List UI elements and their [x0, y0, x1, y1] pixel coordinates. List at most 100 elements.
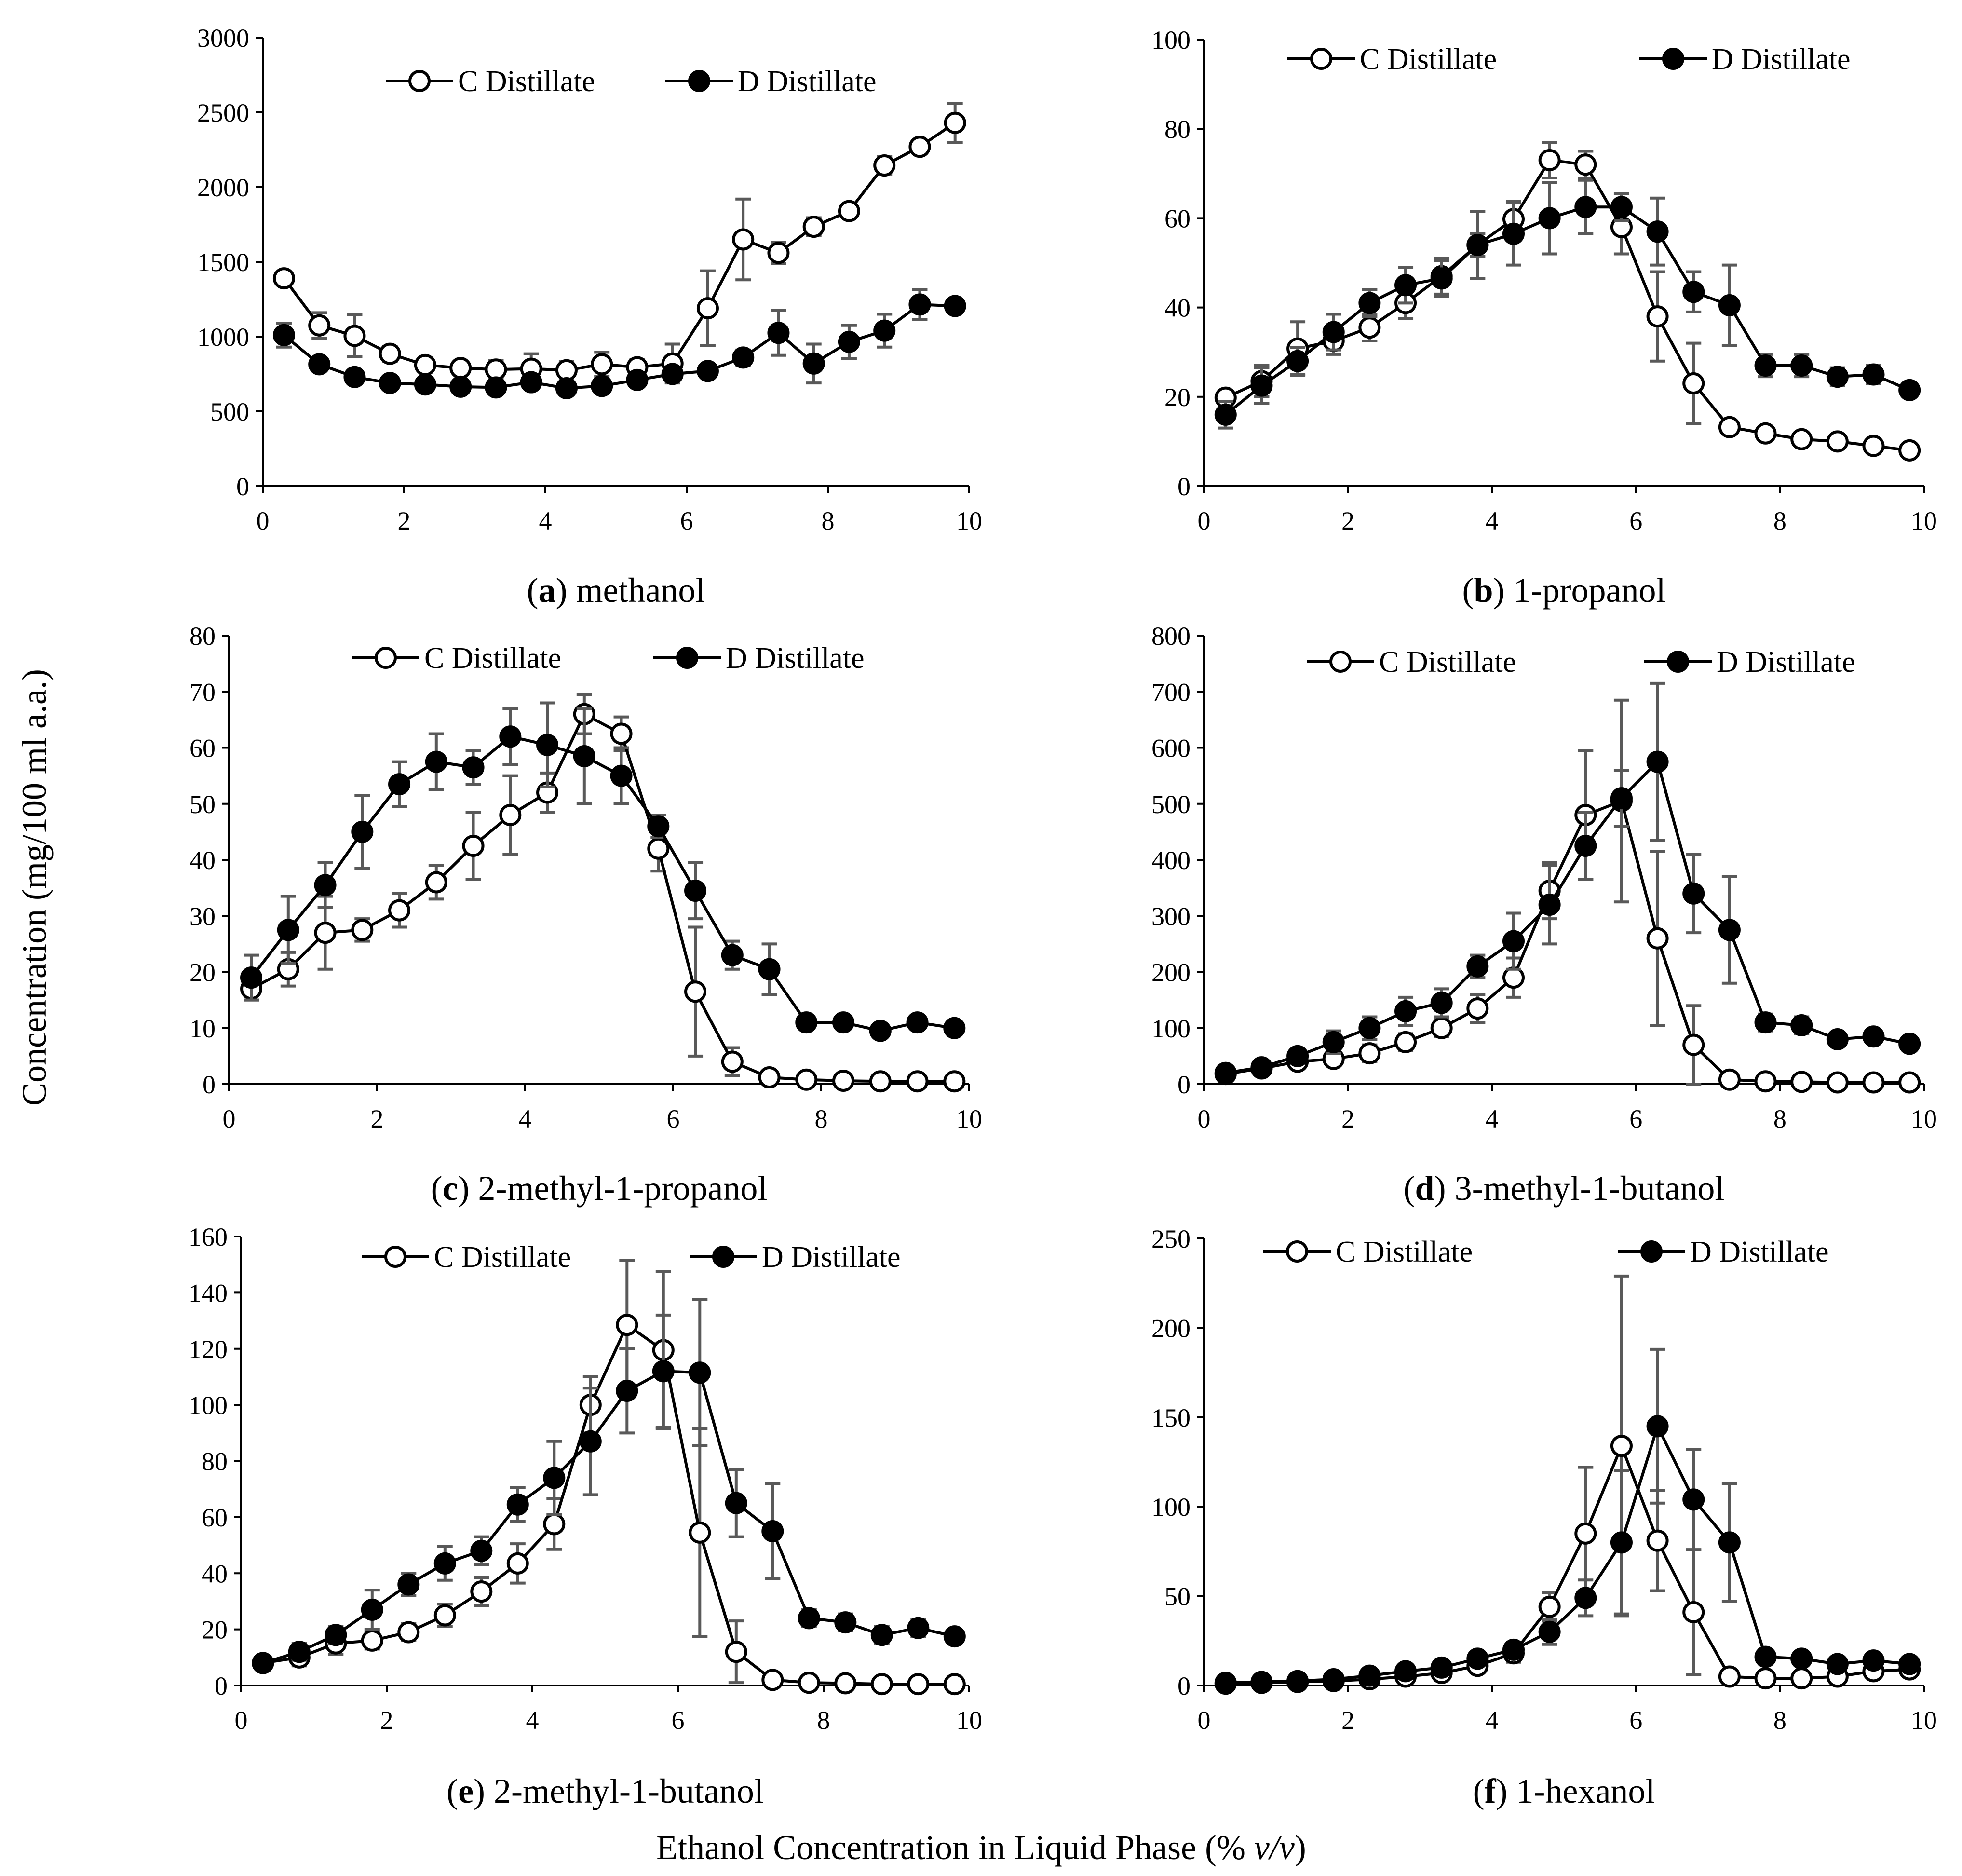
data-point: [1718, 1068, 1741, 1091]
legend-label: D Distillate: [1690, 1236, 1829, 1268]
data-point: [832, 1070, 855, 1092]
x-tick-label: 6: [672, 1706, 685, 1735]
y-tick-label: 50: [189, 790, 216, 819]
data-point: [1898, 1071, 1921, 1094]
y-tick-label: 500: [210, 397, 249, 426]
series-d-distillate: [1214, 178, 1921, 430]
data-point: [798, 1607, 820, 1630]
data-point: [1574, 153, 1597, 176]
data-point: [433, 1604, 456, 1627]
data-point: [943, 1625, 966, 1648]
x-tick-label: 4: [539, 506, 552, 535]
y-tick-label: 0: [1177, 1070, 1191, 1099]
x-tick-label: 4: [1486, 1104, 1499, 1133]
data-point: [1430, 1017, 1453, 1039]
data-point: [795, 1011, 818, 1034]
legend-marker: [688, 70, 710, 92]
y-tick-label: 700: [1151, 678, 1191, 707]
y-tick-label: 800: [1151, 622, 1191, 651]
data-point: [1538, 1595, 1561, 1618]
series-line: [1225, 158, 1910, 452]
data-point: [1790, 1667, 1813, 1690]
x-tick-label: 0: [1198, 506, 1211, 535]
x-tick-label: 2: [380, 1706, 393, 1735]
data-point: [1718, 294, 1741, 316]
y-axis-label: Concentration (mg/100 ml a.a.): [15, 669, 54, 1106]
data-point: [470, 1580, 493, 1603]
x-tick-label: 8: [1773, 1706, 1786, 1735]
y-tick-label: 300: [1151, 902, 1191, 931]
data-point: [732, 346, 755, 369]
x-tick-label: 0: [1198, 1706, 1211, 1735]
data-point: [1718, 1665, 1741, 1688]
data-point: [351, 820, 374, 843]
y-tick-label: 100: [1151, 1014, 1191, 1043]
data-point: [1682, 882, 1705, 905]
panel-caption: (f) 1-hexanol: [1473, 1772, 1655, 1810]
data-point: [1214, 1061, 1237, 1084]
data-point: [1718, 1531, 1741, 1554]
data-point: [725, 1492, 747, 1514]
data-point: [1574, 1522, 1597, 1545]
legend-label: D Distillate: [1712, 43, 1851, 76]
legend: C Distillate D Distillate: [1287, 43, 1851, 76]
data-point: [1466, 1647, 1489, 1670]
data-point: [579, 1430, 602, 1453]
data-point: [1898, 1653, 1921, 1675]
y-tick-label: 80: [1164, 115, 1191, 144]
legend-label: C Distillate: [1360, 43, 1497, 76]
data-point: [591, 353, 613, 376]
data-point: [379, 342, 401, 365]
y-tick-label: 200: [1151, 1314, 1191, 1343]
data-point: [944, 111, 966, 134]
data-point: [802, 216, 825, 238]
data-point: [555, 359, 578, 381]
data-point: [834, 1672, 857, 1695]
data-point: [1646, 750, 1669, 773]
data-point: [414, 373, 436, 396]
data-point: [610, 722, 633, 745]
data-point: [838, 200, 860, 222]
y-tick-label: 0: [1177, 1672, 1191, 1700]
data-point: [272, 267, 295, 290]
data-point: [1610, 1435, 1633, 1457]
x-tick-label: 2: [1341, 1706, 1354, 1735]
data-point: [944, 295, 966, 317]
data-point: [1862, 435, 1885, 457]
data-point: [732, 228, 755, 251]
data-point: [462, 834, 485, 857]
data-point: [536, 734, 559, 756]
data-point: [647, 815, 670, 838]
y-tick-label: 400: [1151, 846, 1191, 875]
data-point: [767, 322, 790, 344]
data-point: [555, 377, 578, 399]
data-point: [832, 1011, 855, 1034]
data-point: [661, 363, 684, 385]
series-line: [1225, 1441, 1910, 1686]
y-tick-label: 2000: [197, 173, 249, 202]
legend-item: C Distillate: [362, 1241, 571, 1274]
data-point: [1682, 1488, 1705, 1511]
data-point: [1538, 894, 1561, 916]
data-point: [721, 944, 744, 966]
legend: C Distillate D Distillate: [1307, 646, 1855, 679]
y-tick-label: 250: [1151, 1224, 1191, 1253]
series-c-distillate: [1214, 140, 1921, 462]
legend-marker: [1286, 1240, 1308, 1263]
data-point: [425, 750, 447, 773]
data-point: [870, 1673, 893, 1696]
data-point: [462, 756, 485, 779]
data-point: [325, 1624, 347, 1646]
panel-d: 0 100 200 300 400 500 600 700 800 0 2 4 6 8 10 C Distil…: [1151, 622, 1937, 1208]
x-tick-label: 8: [1773, 1104, 1786, 1133]
series-d-distillate: [240, 701, 966, 1042]
x-tick-label: 0: [257, 506, 270, 535]
y-tick-label: 3000: [197, 24, 249, 53]
legend-item: C Distillate: [1263, 1236, 1473, 1268]
data-point: [272, 324, 295, 346]
data-point: [908, 136, 931, 158]
x-tick-label: 6: [1629, 1706, 1642, 1735]
legend-item: C Distillate: [1307, 646, 1516, 679]
data-point: [1214, 403, 1237, 426]
data-point: [277, 919, 299, 941]
